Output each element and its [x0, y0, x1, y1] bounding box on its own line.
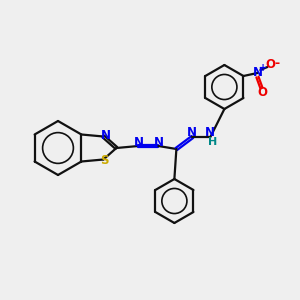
Text: +: +	[260, 63, 268, 73]
Text: S: S	[100, 154, 109, 167]
Text: H: H	[208, 137, 217, 147]
Text: N: N	[186, 127, 197, 140]
Text: N: N	[153, 136, 164, 148]
Text: O: O	[257, 86, 267, 100]
Text: -: -	[275, 56, 280, 70]
Text: N: N	[134, 136, 143, 148]
Text: O: O	[266, 58, 275, 71]
Text: N: N	[100, 129, 110, 142]
Text: N: N	[204, 127, 214, 140]
Text: N: N	[252, 67, 262, 80]
